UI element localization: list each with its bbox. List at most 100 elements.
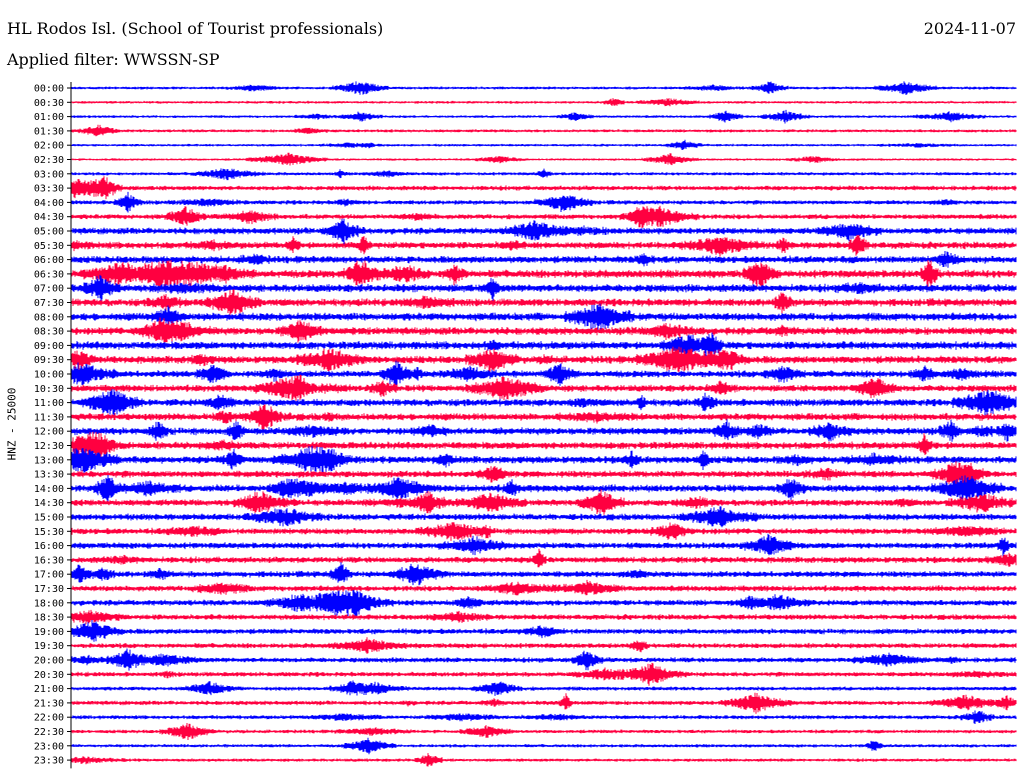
date-label: 2024-11-07 (923, 19, 1016, 38)
y-tick-label: 14:00 (34, 484, 64, 495)
station-title: HL Rodos Isl. (School of Tourist profess… (7, 19, 384, 38)
trace-row (71, 445, 1017, 474)
trace-row (71, 274, 1017, 302)
trace-row (71, 389, 1017, 417)
trace-row (71, 234, 1017, 257)
trace-row (71, 332, 1017, 358)
y-tick-label: 18:30 (34, 613, 64, 624)
y-tick-label: 12:30 (34, 441, 64, 452)
trace-row (71, 81, 1017, 95)
trace-row (71, 205, 1017, 228)
trace-row (71, 109, 1017, 124)
y-tick-label: 10:00 (34, 370, 64, 381)
y-tick-label: 21:00 (34, 684, 64, 695)
trace-row (71, 648, 1017, 671)
y-tick-label: 15:30 (34, 527, 64, 538)
y-tick-label: 06:30 (34, 269, 64, 280)
y-tick-label: 23:30 (34, 756, 64, 767)
trace-row (71, 317, 1017, 343)
trace-row (71, 548, 1017, 568)
trace-row (71, 289, 1017, 316)
trace-row (71, 680, 1017, 696)
trace-row (71, 374, 1017, 401)
y-tick-label: 17:00 (34, 570, 64, 581)
trace-row (71, 562, 1017, 586)
y-tick-label: 20:00 (34, 656, 64, 667)
y-tick-label: 08:30 (34, 327, 64, 338)
y-tick-label: 04:30 (34, 212, 64, 223)
y-tick-label: 03:30 (34, 184, 64, 195)
y-tick-label: 04:00 (34, 198, 64, 209)
trace-row (71, 139, 1017, 150)
trace-row (71, 260, 1017, 288)
y-tick-label: 23:00 (34, 741, 64, 752)
y-tick-label: 14:30 (34, 498, 64, 509)
y-tick-label: 05:00 (34, 227, 64, 238)
y-tick-label: 07:30 (34, 298, 64, 309)
y-tick-label: 05:30 (34, 241, 64, 252)
trace-row (71, 98, 1017, 107)
y-tick-label: 13:30 (34, 470, 64, 481)
trace-row (71, 753, 1017, 767)
trace-row (71, 404, 1017, 430)
y-tick-label: 12:00 (34, 427, 64, 438)
trace-row (71, 251, 1017, 268)
filter-label: Applied filter: WWSSN-SP (7, 50, 220, 69)
trace-row (71, 710, 1017, 724)
trace-row (71, 461, 1017, 488)
y-tick-label: 03:00 (34, 169, 64, 180)
y-tick-label: 19:30 (34, 641, 64, 652)
y-tick-label: 01:00 (34, 112, 64, 123)
trace-row (71, 431, 1017, 460)
trace-row (71, 579, 1017, 596)
trace-row (71, 419, 1017, 442)
trace-row (71, 475, 1017, 502)
trace-row (71, 637, 1017, 654)
y-tick-label: 10:30 (34, 384, 64, 395)
y-tick-label: 16:30 (34, 555, 64, 566)
y-tick-label: 18:00 (34, 598, 64, 609)
y-tick-label: 19:00 (34, 627, 64, 638)
trace-row (71, 723, 1017, 740)
y-tick-label: 21:30 (34, 698, 64, 709)
trace-row (71, 522, 1017, 541)
y-tick-label: 09:30 (34, 355, 64, 366)
trace-row (71, 506, 1017, 528)
trace-row (71, 533, 1017, 557)
y-tick-label: 01:30 (34, 126, 64, 137)
trace-row (71, 303, 1017, 330)
y-tick-label: 00:30 (34, 98, 64, 109)
trace-row (71, 176, 1017, 200)
trace-row (71, 662, 1017, 686)
trace-row (71, 152, 1017, 166)
y-tick-label: 11:00 (34, 398, 64, 409)
y-tick-label: 06:00 (34, 255, 64, 266)
trace-row (71, 360, 1017, 388)
y-tick-label: 02:30 (34, 155, 64, 166)
trace-row (71, 218, 1017, 245)
y-tick-label: 09:00 (34, 341, 64, 352)
y-tick-label: 22:30 (34, 727, 64, 738)
y-tick-label: 00:00 (34, 84, 64, 95)
trace-row (71, 737, 1017, 755)
trace-row (71, 609, 1017, 625)
y-tick-label: 16:00 (34, 541, 64, 552)
trace-row (71, 620, 1017, 642)
trace-row (71, 346, 1017, 373)
trace-row (71, 191, 1017, 213)
y-tick-label: 07:00 (34, 284, 64, 295)
trace-row (71, 589, 1017, 617)
trace-row (71, 489, 1017, 515)
trace-row (71, 692, 1017, 714)
y-tick-label: 17:30 (34, 584, 64, 595)
y-tick-label: 20:30 (34, 670, 64, 681)
y-tick-label: 08:00 (34, 312, 64, 323)
y-tick-label: 02:00 (34, 141, 64, 152)
y-tick-label: 22:00 (34, 713, 64, 724)
y-tick-label: 11:30 (34, 412, 64, 423)
y-tick-label: 15:00 (34, 513, 64, 524)
y-tick-label: 13:00 (34, 455, 64, 466)
trace-row (71, 124, 1017, 137)
trace-row (71, 168, 1017, 181)
